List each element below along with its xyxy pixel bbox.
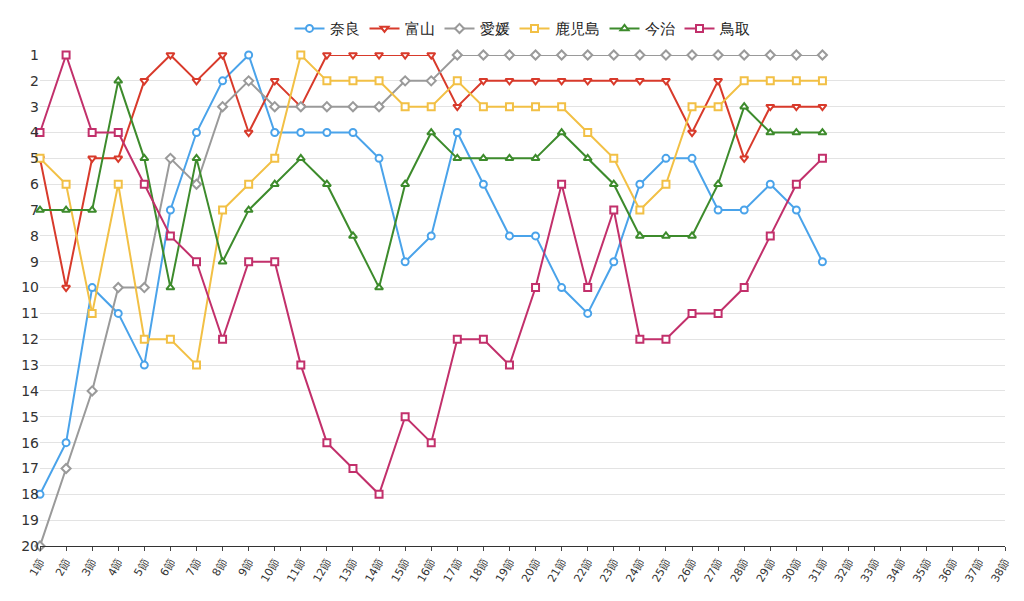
svg-text:27節: 27節 bbox=[702, 556, 726, 584]
svg-text:37節: 37節 bbox=[963, 556, 987, 584]
svg-text:5節: 5節 bbox=[131, 556, 151, 578]
svg-text:16: 16 bbox=[21, 435, 39, 451]
svg-text:17節: 17節 bbox=[441, 556, 465, 584]
svg-text:12: 12 bbox=[21, 331, 39, 347]
svg-text:34節: 34節 bbox=[884, 556, 908, 584]
svg-text:8: 8 bbox=[30, 228, 39, 244]
svg-text:14: 14 bbox=[21, 383, 39, 399]
svg-text:4: 4 bbox=[30, 124, 39, 140]
svg-text:18節: 18節 bbox=[467, 556, 491, 584]
svg-text:15: 15 bbox=[21, 409, 39, 425]
svg-text:富山: 富山 bbox=[405, 20, 435, 38]
svg-text:28節: 28節 bbox=[728, 556, 752, 584]
svg-text:38節: 38節 bbox=[989, 556, 1013, 584]
svg-text:26節: 26節 bbox=[676, 556, 700, 584]
svg-text:30節: 30節 bbox=[780, 556, 804, 584]
svg-text:20節: 20節 bbox=[519, 556, 543, 584]
svg-text:21節: 21節 bbox=[545, 556, 569, 584]
svg-text:36節: 36節 bbox=[936, 556, 960, 584]
svg-text:18: 18 bbox=[21, 486, 39, 502]
svg-text:鳥取: 鳥取 bbox=[719, 20, 750, 38]
svg-text:19節: 19節 bbox=[493, 556, 517, 584]
svg-text:奈良: 奈良 bbox=[330, 20, 360, 38]
svg-text:鹿児島: 鹿児島 bbox=[555, 20, 600, 38]
svg-text:13: 13 bbox=[21, 357, 39, 373]
svg-text:5: 5 bbox=[30, 150, 39, 166]
svg-text:9節: 9節 bbox=[236, 556, 256, 578]
svg-text:23節: 23節 bbox=[597, 556, 621, 584]
svg-text:7: 7 bbox=[30, 202, 39, 218]
svg-text:24節: 24節 bbox=[623, 556, 647, 584]
svg-text:4節: 4節 bbox=[105, 556, 125, 578]
svg-text:25節: 25節 bbox=[650, 556, 674, 584]
svg-text:7節: 7節 bbox=[184, 556, 204, 578]
svg-text:愛媛: 愛媛 bbox=[480, 20, 510, 38]
svg-text:今治: 今治 bbox=[645, 20, 675, 38]
svg-text:11: 11 bbox=[21, 305, 39, 321]
svg-text:17: 17 bbox=[21, 460, 39, 476]
svg-text:15節: 15節 bbox=[389, 556, 413, 584]
svg-text:6節: 6節 bbox=[158, 556, 178, 578]
svg-text:12節: 12節 bbox=[310, 556, 334, 584]
svg-text:3: 3 bbox=[30, 99, 39, 115]
svg-text:10節: 10節 bbox=[258, 556, 282, 584]
svg-text:33節: 33節 bbox=[858, 556, 882, 584]
svg-text:31節: 31節 bbox=[806, 556, 830, 584]
svg-text:8節: 8節 bbox=[210, 556, 230, 578]
svg-text:19: 19 bbox=[21, 512, 39, 528]
svg-text:3節: 3節 bbox=[79, 556, 99, 578]
svg-text:35節: 35節 bbox=[910, 556, 934, 584]
svg-text:10: 10 bbox=[21, 279, 39, 295]
svg-text:20: 20 bbox=[21, 538, 39, 554]
svg-text:2: 2 bbox=[30, 73, 39, 89]
svg-text:29節: 29節 bbox=[754, 556, 778, 584]
svg-text:1: 1 bbox=[30, 47, 39, 63]
svg-text:2節: 2節 bbox=[53, 556, 73, 578]
svg-text:13節: 13節 bbox=[337, 556, 361, 584]
svg-text:32節: 32節 bbox=[832, 556, 856, 584]
svg-text:14節: 14節 bbox=[363, 556, 387, 584]
svg-text:6: 6 bbox=[30, 176, 39, 192]
svg-text:22節: 22節 bbox=[571, 556, 595, 584]
svg-text:11節: 11節 bbox=[284, 556, 308, 584]
svg-text:9: 9 bbox=[30, 254, 39, 270]
svg-text:1節: 1節 bbox=[27, 556, 47, 578]
svg-text:16節: 16節 bbox=[415, 556, 439, 584]
